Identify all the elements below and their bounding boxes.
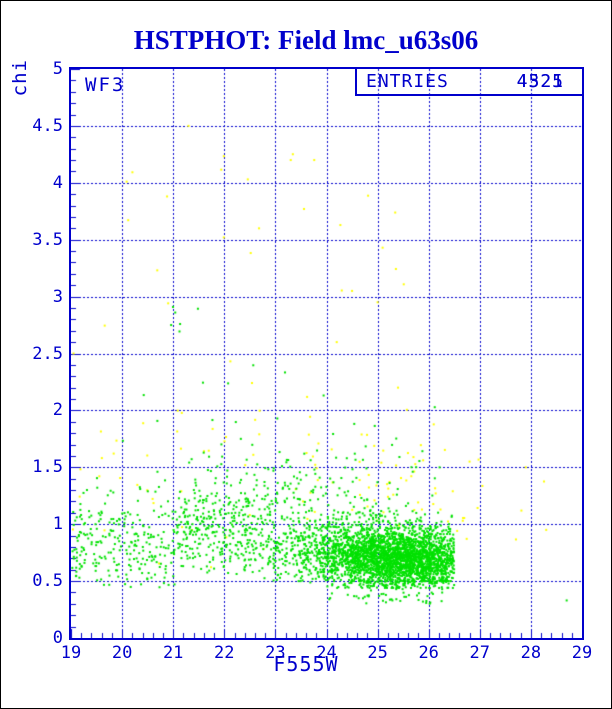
y-tick-label: 2.5 [32, 343, 63, 364]
chip-label: WF3 [85, 74, 126, 96]
x-tick-label: 27 [469, 643, 491, 663]
plot-box-border [69, 67, 584, 640]
entries-count-secondary: 4521 [516, 71, 564, 92]
y-tick-label: 4.5 [32, 115, 63, 136]
x-tick-label: 20 [111, 643, 133, 663]
y-tick-label: 5 [52, 59, 63, 79]
x-tick-label: 22 [214, 643, 235, 663]
entries-box: ENTRIES 4325 4521 [355, 67, 584, 96]
y-tick-label: 4 [52, 172, 63, 193]
scatter-canvas [71, 69, 582, 638]
x-tick-label: 24 [316, 643, 337, 663]
y-tick-label: 0.5 [32, 571, 63, 592]
y-tick-label: 3.5 [32, 229, 63, 250]
x-tick-label: 19 [60, 643, 82, 663]
x-axis-label: F555W [273, 652, 339, 676]
x-tick-label: 29 [571, 643, 593, 663]
x-tick-label: 21 [162, 643, 184, 663]
y-tick-label: 2 [52, 400, 63, 421]
y-tick-label: 1.5 [32, 457, 63, 478]
y-tick-label: 0 [52, 628, 63, 648]
entries-count-primary: 4325 [516, 71, 564, 92]
plot-title: HSTPHOT: Field lmc_u63s06 [133, 25, 479, 55]
x-tick-label: 26 [418, 643, 439, 663]
x-tick-label: 28 [520, 643, 542, 663]
x-tick-label: 25 [367, 643, 388, 663]
entries-label: ENTRIES [366, 71, 449, 92]
x-tick-label: 23 [265, 643, 286, 663]
y-tick-label: 3 [52, 286, 63, 307]
y-tick-label: 1 [52, 514, 63, 535]
